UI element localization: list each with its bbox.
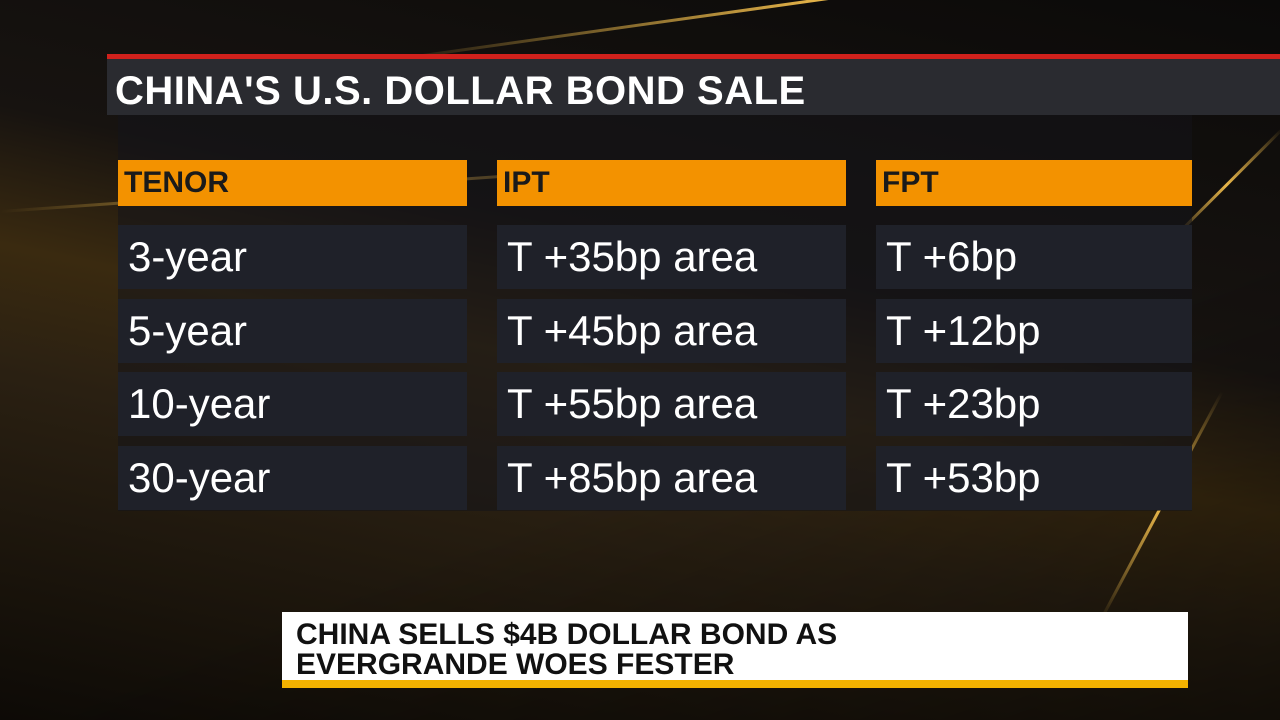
table-cell: 3-year: [118, 225, 467, 289]
table-cell: 30-year: [118, 445, 467, 510]
table: TENOR IPT FPT 3-year T +35bp area T +6bp 5-yea…: [118, 115, 1192, 511]
table-cell: 10-year: [118, 372, 467, 436]
table-cell: T +35bp area: [497, 225, 846, 289]
table-cell: T +53bp: [876, 445, 1192, 510]
column-header: FPT: [876, 160, 1192, 206]
caption-line: EVERGRANDE WOES FESTER: [296, 648, 735, 681]
table-cell: 5-year: [118, 298, 467, 363]
table-cell: T +55bp area: [497, 372, 846, 436]
caption-box: CHINA SELLS $4B DOLLAR BOND AS EVERGRAND…: [282, 612, 1188, 688]
table-cell: T +45bp area: [497, 298, 846, 363]
table-cell: T +6bp: [876, 225, 1192, 289]
table-cell: T +12bp: [876, 298, 1192, 363]
title-bar: CHINA'S U.S. DOLLAR BOND SALE: [107, 54, 1280, 115]
table-cell: T +85bp area: [497, 445, 846, 510]
table-cell: T +23bp: [876, 372, 1192, 436]
column-header: TENOR: [118, 160, 467, 206]
title: CHINA'S U.S. DOLLAR BOND SALE: [115, 69, 806, 113]
caption-line: CHINA SELLS $4B DOLLAR BOND AS: [296, 618, 838, 651]
column-header: IPT: [497, 160, 846, 206]
